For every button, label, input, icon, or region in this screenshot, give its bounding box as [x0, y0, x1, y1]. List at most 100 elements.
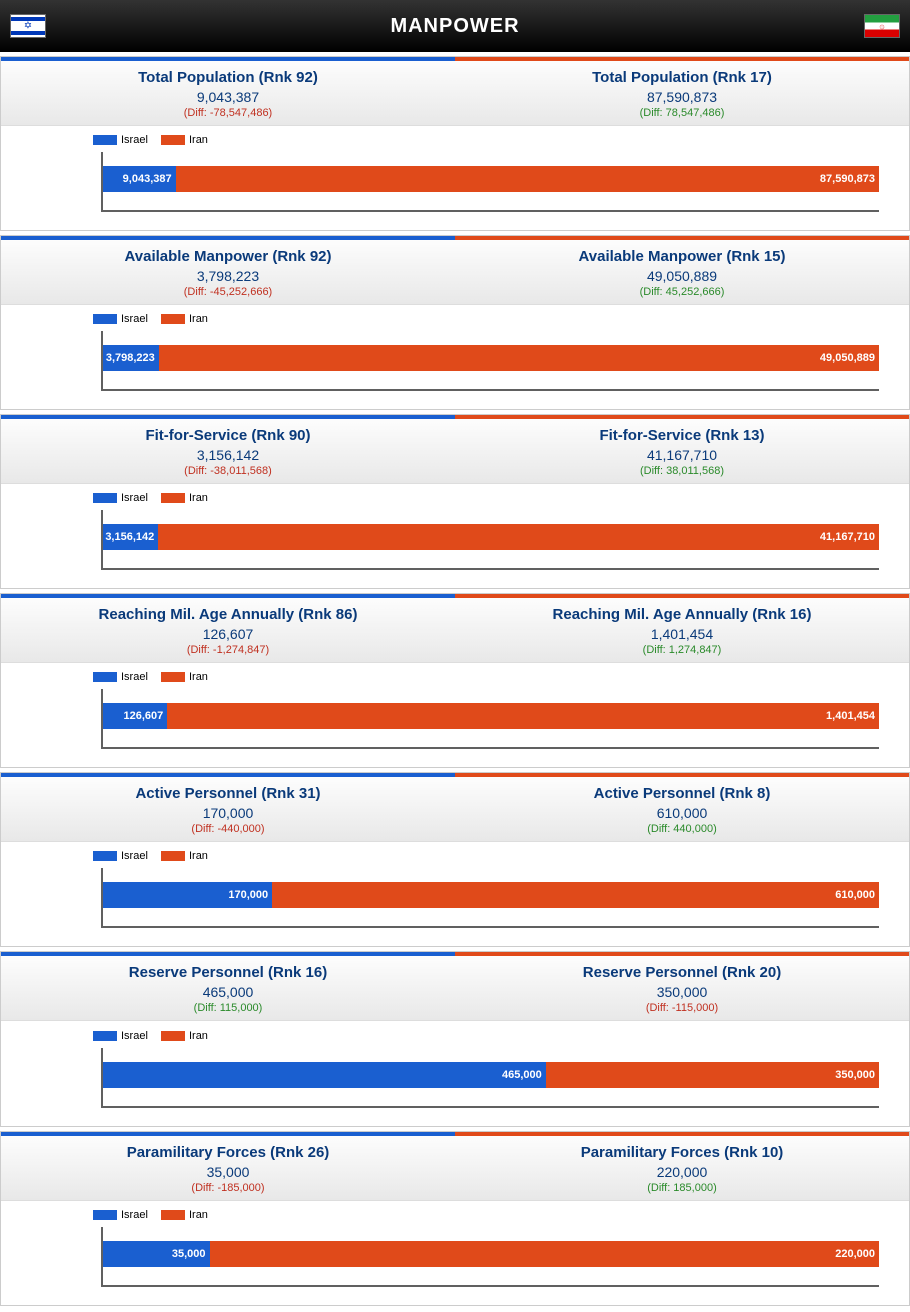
stat-section: Total Population (Rnk 92) 9,043,387 (Dif… [0, 56, 910, 231]
stat-col-iran: Paramilitary Forces (Rnk 10) 220,000 (Di… [455, 1136, 909, 1200]
stat-diff: (Diff: 45,252,666) [455, 286, 909, 298]
legend-swatch-israel [93, 493, 117, 503]
legend-swatch-israel [93, 1031, 117, 1041]
stat-col-israel: Available Manpower (Rnk 92) 3,798,223 (D… [1, 240, 455, 304]
stat-diff: (Diff: -1,274,847) [1, 644, 455, 656]
stat-col-israel: Total Population (Rnk 92) 9,043,387 (Dif… [1, 61, 455, 125]
stat-value: 610,000 [455, 805, 909, 821]
stat-value: 1,401,454 [455, 626, 909, 642]
bar-chart: 35,000 220,000 [101, 1227, 879, 1287]
stat-label: Fit-for-Service (Rnk 13) [455, 427, 909, 444]
flag-iran: ۞ [864, 14, 900, 38]
bar-iran: 49,050,889 [159, 345, 879, 371]
stat-diff: (Diff: -185,000) [1, 1182, 455, 1194]
legend-swatch-iran [161, 1210, 185, 1220]
bar-iran: 41,167,710 [158, 524, 879, 550]
stat-head: Fit-for-Service (Rnk 90) 3,156,142 (Diff… [1, 419, 909, 483]
bar-israel: 170,000 [103, 882, 272, 908]
bar-chart: 3,156,142 41,167,710 [101, 510, 879, 570]
stat-diff: (Diff: 440,000) [455, 823, 909, 835]
stat-label: Paramilitary Forces (Rnk 26) [1, 1144, 455, 1161]
chart-legend: Israel Iran [93, 1209, 889, 1221]
stat-diff: (Diff: 115,000) [1, 1002, 455, 1014]
legend-swatch-israel [93, 314, 117, 324]
bar-value-iran: 1,401,454 [826, 710, 875, 722]
stat-label: Available Manpower (Rnk 92) [1, 248, 455, 265]
category-title: MANPOWER [390, 15, 519, 38]
bar-iran: 1,401,454 [167, 703, 879, 729]
legend-label-israel: Israel [121, 492, 148, 504]
stat-diff: (Diff: 185,000) [455, 1182, 909, 1194]
stat-head: Reserve Personnel (Rnk 16) 465,000 (Diff… [1, 956, 909, 1020]
chart-area: Israel Iran 9,043,387 87,590,873 [1, 125, 909, 230]
stat-col-iran: Fit-for-Service (Rnk 13) 41,167,710 (Dif… [455, 419, 909, 483]
stat-label: Available Manpower (Rnk 15) [455, 248, 909, 265]
stat-value: 9,043,387 [1, 89, 455, 105]
bar-value-israel: 465,000 [502, 1069, 542, 1081]
stat-section: Fit-for-Service (Rnk 90) 3,156,142 (Diff… [0, 414, 910, 589]
stat-value: 220,000 [455, 1164, 909, 1180]
chart-area: Israel Iran 465,000 350,000 [1, 1020, 909, 1125]
bar-israel: 126,607 [103, 703, 167, 729]
legend-swatch-iran [161, 135, 185, 145]
stat-diff: (Diff: -440,000) [1, 823, 455, 835]
stat-value: 126,607 [1, 626, 455, 642]
bar-value-iran: 220,000 [835, 1248, 875, 1260]
chart-legend: Israel Iran [93, 492, 889, 504]
chart-area: Israel Iran 126,607 1,401,454 [1, 662, 909, 767]
legend-label-iran: Iran [189, 1209, 208, 1221]
stat-value: 3,798,223 [1, 268, 455, 284]
stat-value: 350,000 [455, 984, 909, 1000]
bar-value-iran: 49,050,889 [820, 352, 875, 364]
bar-value-iran: 41,167,710 [820, 531, 875, 543]
stat-label: Reaching Mil. Age Annually (Rnk 16) [455, 606, 909, 623]
stat-head: Active Personnel (Rnk 31) 170,000 (Diff:… [1, 777, 909, 841]
legend-swatch-iran [161, 851, 185, 861]
legend-label-iran: Iran [189, 313, 208, 325]
legend-label-iran: Iran [189, 671, 208, 683]
bar-value-israel: 3,798,223 [106, 352, 155, 364]
bar-iran: 87,590,873 [176, 166, 879, 192]
legend-swatch-iran [161, 314, 185, 324]
bar-israel: 3,798,223 [103, 345, 159, 371]
chart-area: Israel Iran 170,000 610,000 [1, 841, 909, 946]
bar-value-iran: 610,000 [835, 889, 875, 901]
stat-section: Active Personnel (Rnk 31) 170,000 (Diff:… [0, 772, 910, 947]
stat-label: Reserve Personnel (Rnk 20) [455, 964, 909, 981]
bar-value-israel: 35,000 [172, 1248, 206, 1260]
legend-swatch-israel [93, 1210, 117, 1220]
stat-value: 87,590,873 [455, 89, 909, 105]
stat-label: Total Population (Rnk 17) [455, 69, 909, 86]
legend-swatch-iran [161, 493, 185, 503]
stat-value: 49,050,889 [455, 268, 909, 284]
stat-diff: (Diff: -45,252,666) [1, 286, 455, 298]
bar-value-israel: 170,000 [228, 889, 268, 901]
bar-chart: 3,798,223 49,050,889 [101, 331, 879, 391]
stat-section: Reaching Mil. Age Annually (Rnk 86) 126,… [0, 593, 910, 768]
stat-col-israel: Active Personnel (Rnk 31) 170,000 (Diff:… [1, 777, 455, 841]
stat-col-israel: Fit-for-Service (Rnk 90) 3,156,142 (Diff… [1, 419, 455, 483]
bar-chart: 170,000 610,000 [101, 868, 879, 928]
bar-israel: 9,043,387 [103, 166, 176, 192]
stat-section: Reserve Personnel (Rnk 16) 465,000 (Diff… [0, 951, 910, 1126]
stat-diff: (Diff: -115,000) [455, 1002, 909, 1014]
bar-value-israel: 9,043,387 [123, 173, 172, 185]
legend-label-iran: Iran [189, 134, 208, 146]
category-header: ✡ MANPOWER ۞ [0, 0, 910, 52]
bar-israel: 35,000 [103, 1241, 210, 1267]
stat-label: Active Personnel (Rnk 8) [455, 785, 909, 802]
stat-label: Reaching Mil. Age Annually (Rnk 86) [1, 606, 455, 623]
bar-chart: 465,000 350,000 [101, 1048, 879, 1108]
stat-section: Paramilitary Forces (Rnk 26) 35,000 (Dif… [0, 1131, 910, 1306]
stat-value: 170,000 [1, 805, 455, 821]
stat-value: 35,000 [1, 1164, 455, 1180]
stat-label: Reserve Personnel (Rnk 16) [1, 964, 455, 981]
legend-label-iran: Iran [189, 1030, 208, 1042]
legend-label-iran: Iran [189, 492, 208, 504]
bar-value-iran: 87,590,873 [820, 173, 875, 185]
bar-iran: 220,000 [210, 1241, 879, 1267]
bar-chart: 9,043,387 87,590,873 [101, 152, 879, 212]
stat-diff: (Diff: 78,547,486) [455, 107, 909, 119]
legend-label-iran: Iran [189, 850, 208, 862]
stat-label: Total Population (Rnk 92) [1, 69, 455, 86]
